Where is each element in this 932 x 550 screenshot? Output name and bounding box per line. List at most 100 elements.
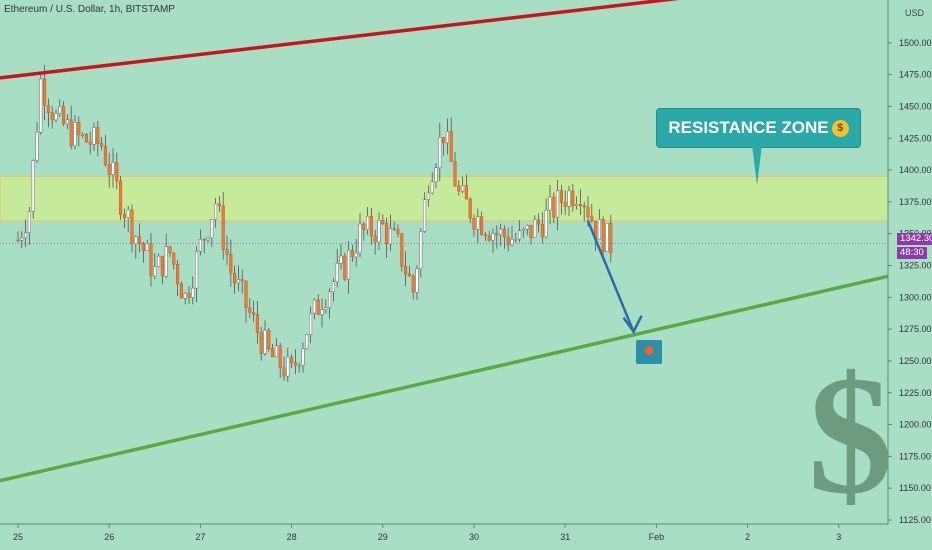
candle-body bbox=[176, 264, 180, 285]
y-tick-label: 1375.00 bbox=[899, 197, 932, 207]
candle-body bbox=[122, 214, 126, 218]
candle-body bbox=[115, 162, 119, 182]
candle-body bbox=[544, 209, 548, 238]
y-tick-label: 1450.00 bbox=[899, 101, 932, 111]
candle-body bbox=[415, 268, 419, 293]
candle-body bbox=[236, 279, 240, 284]
candle-body bbox=[130, 209, 134, 244]
candle-body bbox=[35, 131, 39, 161]
candle-body bbox=[445, 131, 449, 144]
candle-body bbox=[225, 249, 229, 255]
candle-body bbox=[518, 230, 522, 240]
candle-body bbox=[134, 236, 138, 244]
x-tick-label: 3 bbox=[836, 532, 841, 542]
candle-body bbox=[229, 254, 233, 274]
candle-body bbox=[107, 164, 111, 175]
support-trendline bbox=[0, 270, 909, 483]
candle-body bbox=[609, 222, 613, 254]
candle-body bbox=[358, 223, 362, 254]
y-tick-label: 1250.00 bbox=[899, 356, 932, 366]
candle-body bbox=[468, 198, 472, 219]
candle-body bbox=[582, 205, 586, 208]
candle-body bbox=[263, 330, 267, 354]
candle-body bbox=[525, 224, 529, 230]
currency-label[interactable]: USD bbox=[905, 8, 925, 18]
candle-body bbox=[377, 220, 381, 243]
candle-body bbox=[529, 224, 533, 238]
candle-body bbox=[407, 273, 411, 277]
candle-body bbox=[100, 143, 104, 147]
candle-body bbox=[586, 206, 590, 218]
x-tick-label: 25 bbox=[13, 532, 23, 542]
candle-body bbox=[316, 299, 320, 315]
candle-body bbox=[438, 137, 442, 169]
projection-arrow bbox=[586, 220, 635, 333]
candle-body bbox=[457, 185, 461, 192]
candle-body bbox=[255, 314, 259, 333]
candle-body bbox=[461, 185, 465, 192]
candle-body bbox=[320, 309, 324, 315]
y-tick-label: 1475.00 bbox=[899, 70, 932, 80]
candle-body bbox=[373, 235, 377, 243]
y-tick-label: 1500.00 bbox=[899, 38, 932, 48]
candle-body bbox=[590, 216, 594, 222]
candle-body bbox=[233, 272, 237, 284]
candle-body bbox=[240, 279, 244, 282]
candle-body bbox=[491, 233, 495, 241]
candle-body bbox=[43, 78, 47, 106]
candle-body bbox=[552, 196, 556, 218]
candle-body bbox=[381, 220, 385, 224]
candle-body bbox=[571, 190, 575, 207]
candle-body bbox=[248, 307, 252, 313]
candle-body bbox=[62, 106, 66, 125]
candle-body bbox=[198, 238, 202, 252]
x-tick-label: 26 bbox=[104, 532, 114, 542]
candle-body bbox=[597, 219, 601, 240]
candle-body bbox=[324, 307, 328, 310]
projection-arrow-head bbox=[622, 315, 643, 335]
candle-body bbox=[521, 229, 525, 232]
candle-body bbox=[533, 219, 537, 238]
candle-body bbox=[103, 145, 107, 165]
candle-body bbox=[464, 185, 468, 200]
candle-body bbox=[88, 141, 92, 145]
x-tick-label: 29 bbox=[378, 532, 388, 542]
countdown-tag: 48:30 bbox=[897, 247, 927, 259]
candle-body bbox=[119, 180, 123, 215]
candle-body bbox=[20, 237, 24, 241]
candle-body bbox=[309, 312, 313, 335]
candle-body bbox=[244, 280, 248, 309]
candle-body bbox=[556, 190, 560, 218]
candle-body bbox=[442, 137, 446, 144]
candle-body bbox=[472, 218, 476, 230]
candle-body bbox=[601, 219, 605, 252]
candle-body bbox=[567, 190, 571, 207]
candle-body bbox=[575, 204, 579, 207]
candle-body bbox=[39, 78, 43, 133]
collision-icon: ✸ bbox=[636, 340, 662, 364]
candle-body bbox=[27, 210, 31, 234]
candle-body bbox=[434, 167, 438, 182]
candle-body bbox=[385, 223, 389, 245]
candle-body bbox=[31, 160, 35, 212]
candle-body bbox=[58, 106, 62, 114]
resistance-label: RESISTANCE ZONE bbox=[668, 118, 829, 137]
candle-body bbox=[214, 203, 218, 220]
y-tick-label: 1400.00 bbox=[899, 165, 932, 175]
candle-body bbox=[514, 238, 518, 241]
y-tick-label: 1200.00 bbox=[899, 420, 932, 430]
candle-body bbox=[252, 312, 256, 315]
candle-body bbox=[400, 233, 404, 267]
y-tick-label: 1325.00 bbox=[899, 261, 932, 271]
candle-body bbox=[141, 243, 145, 251]
candle-body bbox=[138, 236, 142, 244]
candle-body bbox=[347, 249, 351, 280]
candle-body bbox=[290, 356, 294, 363]
candle-body bbox=[73, 122, 77, 147]
candle-body bbox=[271, 348, 275, 358]
x-tick-label: 28 bbox=[287, 532, 297, 542]
candle-body bbox=[495, 233, 499, 236]
